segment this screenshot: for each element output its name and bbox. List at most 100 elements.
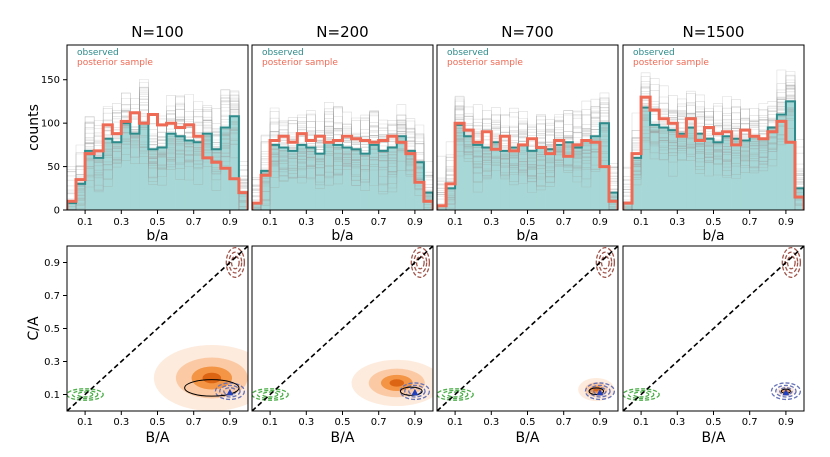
sample-line (623, 85, 804, 203)
sample-line (623, 81, 804, 210)
x-tick-label: 0.7 (556, 217, 572, 228)
x-tick-label: 0.1 (77, 217, 93, 228)
observed-bar (238, 192, 248, 210)
x-tick-label: 0.1 (447, 217, 463, 228)
observed-bar (175, 136, 185, 210)
x-tick-label: 0.3 (298, 217, 314, 228)
x-tick-label: 0.1 (633, 417, 649, 428)
observed-bar (414, 162, 425, 210)
observed-bar (794, 188, 804, 210)
x-tick-label: 0.3 (669, 417, 685, 428)
observed-bar (518, 144, 528, 210)
green-contour (623, 388, 660, 401)
x-axis-label: b/a (146, 228, 168, 244)
sample-line (623, 91, 804, 190)
sample-line (67, 109, 248, 210)
green-contour (437, 388, 474, 401)
histogram-plot-area (437, 92, 618, 210)
observed-bar (378, 150, 389, 210)
sample-line (252, 114, 433, 201)
posterior-density-level (202, 372, 222, 384)
y-tick-label: 150 (41, 75, 60, 86)
y-tick-label: 0.1 (44, 390, 60, 401)
posterior-density-level (389, 379, 405, 387)
x-tick-label: 0.7 (186, 217, 202, 228)
x-tick-label: 0.7 (186, 417, 202, 428)
sample-line (67, 90, 248, 206)
sample-line (67, 107, 248, 210)
blue-contour (775, 384, 797, 398)
observed-bar (103, 138, 113, 210)
x-tick-label: 0.9 (778, 217, 794, 228)
green-contour (627, 389, 655, 400)
y-tick-label: 0.9 (44, 258, 60, 269)
histogram-plot-area (252, 102, 433, 210)
true-value-marker (411, 388, 419, 396)
observed-step-line (252, 135, 433, 210)
observed-bar (554, 144, 564, 210)
blue-contour (404, 384, 426, 398)
density-plot-area (67, 246, 248, 411)
sample-line (252, 104, 433, 210)
observed-bar (396, 136, 407, 210)
observed-bar (148, 149, 158, 210)
sample-line (67, 101, 248, 210)
sample-line (67, 104, 248, 210)
observed-bar (632, 157, 642, 210)
true-value-marker (782, 388, 790, 396)
x-axis-label: B/A (702, 430, 726, 446)
observed-bar (536, 147, 546, 210)
blue-contour (770, 382, 802, 401)
x-tick-label: 0.7 (742, 417, 758, 428)
x-tick-label: 0.7 (556, 417, 572, 428)
observed-bar (261, 170, 271, 210)
sample-line (67, 86, 248, 210)
observed-bar (572, 147, 583, 210)
sample-line (623, 69, 804, 210)
observed-bar (324, 142, 334, 210)
blue-contour (584, 382, 616, 401)
x-tick-label: 0.3 (113, 217, 129, 228)
diagonal-line (252, 246, 433, 411)
observed-bar (76, 183, 86, 210)
sample-line (252, 107, 433, 210)
x-tick-label: 0.9 (222, 417, 238, 428)
sample-line (623, 97, 804, 210)
observed-bar (67, 203, 77, 210)
density-panel-1: 0.1 0.3 0.5 0.7 0.9 B/A 0.1 0.3 0.5 0.7 0.9 (44, 245, 249, 446)
x-tick-label: 0.5 (335, 217, 351, 228)
sample-line (67, 90, 248, 202)
observed-bar (509, 147, 519, 210)
sample-line (67, 110, 248, 210)
sample-line (252, 123, 433, 210)
sample-line (67, 96, 248, 189)
green-contour (632, 391, 650, 398)
diagonal-line (67, 246, 248, 411)
observed-bar (491, 142, 501, 210)
sample-line (67, 95, 248, 210)
sample-line (67, 111, 248, 210)
x-tick-label: 0.3 (483, 417, 499, 428)
x-tick-label: 0.3 (669, 217, 685, 228)
observed-bar (85, 150, 95, 210)
x-axis-label: B/A (516, 430, 540, 446)
observed-bar (121, 123, 131, 210)
sample-line (437, 129, 618, 210)
brown-contour (415, 255, 425, 270)
x-tick-label: 0.5 (150, 217, 166, 228)
sample-line (623, 85, 804, 210)
green-contour (261, 391, 279, 398)
density-plot-area (437, 246, 618, 411)
observed-bar (749, 136, 760, 210)
blue-contour (589, 384, 611, 398)
density-panel-2: 0.1 0.3 0.5 0.7 0.9 B/A (251, 245, 434, 446)
sample-line (252, 111, 433, 210)
sample-line (67, 93, 248, 193)
legend-posterior: posterior sample (77, 58, 153, 68)
sample-line (437, 106, 618, 210)
brown-contour (230, 255, 240, 270)
observed-bar (695, 133, 705, 210)
